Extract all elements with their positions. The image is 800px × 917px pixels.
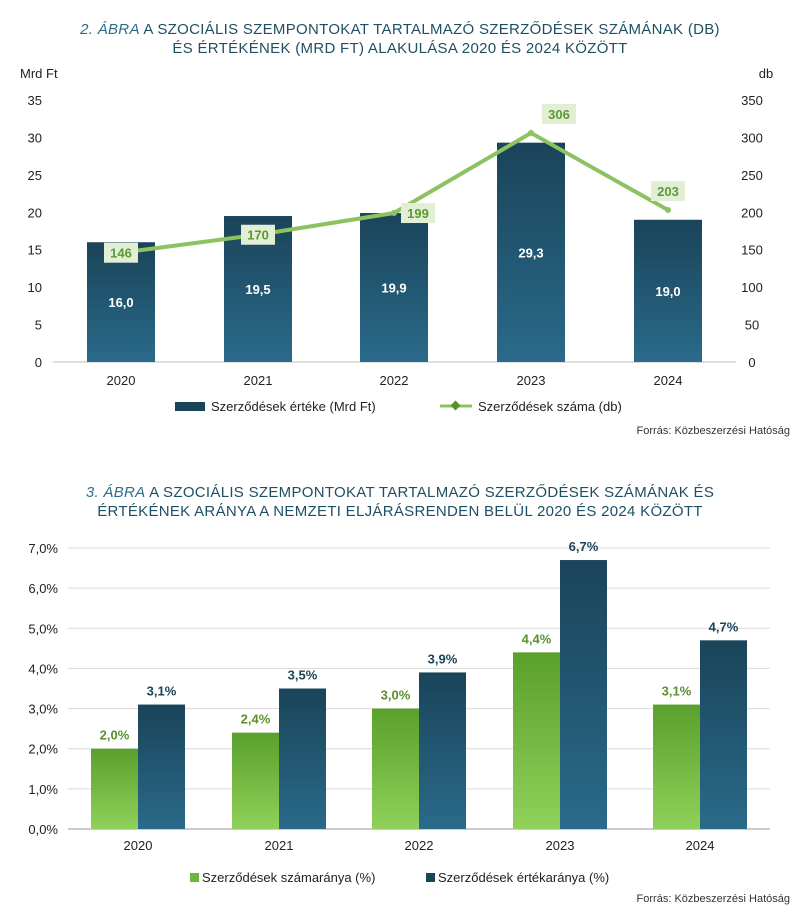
left-axis-unit: Mrd Ft bbox=[20, 66, 58, 81]
right-tick-label: 250 bbox=[741, 168, 763, 183]
legend-bar-swatch bbox=[175, 402, 205, 411]
ratio-value-label: 3,5% bbox=[288, 668, 318, 683]
chart2-source: Forrás: Közbeszerzési Hatóság bbox=[636, 893, 790, 905]
count-point bbox=[391, 210, 397, 217]
y-tick-label: 3,0% bbox=[28, 702, 58, 717]
count-label-bg bbox=[651, 181, 685, 202]
value-bar bbox=[497, 142, 565, 362]
value-bar bbox=[360, 213, 428, 362]
count-label-bg bbox=[401, 203, 435, 224]
legend-green-label: Szerződések számaránya (%) bbox=[202, 870, 375, 885]
x-tick-label: 2020 bbox=[107, 373, 136, 388]
ratio-value-bar bbox=[279, 688, 326, 829]
x-tick-label: 2023 bbox=[546, 838, 575, 853]
count-data-label: 306 bbox=[548, 107, 570, 122]
right-tick-label: 150 bbox=[741, 243, 763, 258]
x-tick-label: 2021 bbox=[244, 373, 273, 388]
ratio-value-bar bbox=[419, 672, 466, 829]
y-tick-label: 5,0% bbox=[28, 621, 58, 636]
right-tick-label: 0 bbox=[748, 355, 755, 370]
left-tick-label: 30 bbox=[28, 130, 42, 145]
x-tick-label: 2021 bbox=[265, 838, 294, 853]
x-tick-label: 2023 bbox=[517, 373, 546, 388]
chart2-title: 3. ÁBRA A SZOCIÁLIS SZEMPONTOKAT TARTALM… bbox=[0, 483, 800, 521]
bar-data-label: 19,9 bbox=[381, 281, 406, 296]
ratio-value-label: 3,1% bbox=[147, 684, 177, 699]
ratio-count-bar bbox=[513, 652, 560, 829]
legend-green-swatch bbox=[190, 873, 199, 882]
count-label-bg bbox=[104, 242, 138, 263]
ratio-count-bar bbox=[91, 748, 138, 829]
left-tick-label: 0 bbox=[35, 355, 42, 370]
x-tick-label: 2020 bbox=[124, 838, 153, 853]
y-tick-label: 1,0% bbox=[28, 782, 58, 797]
left-tick-label: 35 bbox=[28, 93, 42, 108]
count-data-label: 199 bbox=[407, 206, 429, 221]
chart1-title-prefix: 2. ÁBRA bbox=[80, 21, 140, 38]
x-tick-label: 2022 bbox=[380, 373, 409, 388]
legend-blue-label: Szerződések értékaránya (%) bbox=[438, 870, 609, 885]
bar-data-label: 19,0 bbox=[655, 284, 680, 299]
bar-data-label: 19,5 bbox=[245, 282, 270, 297]
count-point bbox=[665, 207, 671, 214]
y-tick-label: 2,0% bbox=[28, 742, 58, 757]
left-tick-label: 25 bbox=[28, 168, 42, 183]
count-label-bg bbox=[542, 103, 576, 124]
chart1-svg: Mrd Ft db05101520253035050100150200250300… bbox=[20, 66, 773, 414]
ratio-count-label: 2,4% bbox=[241, 712, 271, 727]
ratio-count-label: 3,0% bbox=[381, 688, 411, 703]
chart2-title-line2: ÉRTÉKÉNEK ARÁNYA A NEMZETI ELJÁRÁSRENDEN… bbox=[97, 503, 703, 520]
chart2-title-line1: A SZOCIÁLIS SZEMPONTOKAT TARTALMAZÓ SZER… bbox=[145, 484, 715, 501]
ratio-count-bar bbox=[372, 708, 419, 829]
count-data-label: 170 bbox=[247, 228, 269, 243]
bar-data-label: 16,0 bbox=[108, 295, 133, 310]
left-tick-label: 20 bbox=[28, 205, 42, 220]
left-tick-label: 10 bbox=[28, 280, 42, 295]
ratio-value-bar bbox=[700, 640, 747, 829]
count-point bbox=[528, 129, 534, 136]
legend-blue-swatch bbox=[426, 873, 435, 882]
legend-line-label: Szerződések száma (db) bbox=[478, 399, 622, 414]
x-tick-label: 2024 bbox=[654, 373, 683, 388]
y-tick-label: 0,0% bbox=[28, 822, 58, 837]
bar-data-label: 29,3 bbox=[518, 245, 543, 260]
chart1-title-line1: A SZOCIÁLIS SZEMPONTOKAT TARTALMAZÓ SZER… bbox=[139, 21, 720, 38]
left-tick-label: 5 bbox=[35, 318, 42, 333]
right-axis-unit: db bbox=[759, 66, 773, 81]
chart1-title-line2: ÉS ÉRTÉKÉNEK (MRD FT) ALAKULÁSA 2020 ÉS … bbox=[172, 40, 628, 57]
count-label-bg bbox=[241, 224, 275, 245]
y-tick-label: 7,0% bbox=[28, 541, 58, 556]
y-tick-label: 4,0% bbox=[28, 661, 58, 676]
legend-line-marker bbox=[450, 400, 461, 411]
x-tick-label: 2022 bbox=[405, 838, 434, 853]
ratio-value-label: 3,9% bbox=[428, 651, 458, 666]
count-data-label: 203 bbox=[657, 184, 679, 199]
count-data-label: 146 bbox=[110, 246, 132, 261]
ratio-count-label: 3,1% bbox=[662, 684, 692, 699]
ratio-value-bar bbox=[138, 704, 185, 829]
right-tick-label: 350 bbox=[741, 93, 763, 108]
chart1-source: Forrás: Közbeszerzési Hatóság bbox=[636, 425, 790, 437]
ratio-count-label: 2,0% bbox=[100, 728, 130, 743]
ratio-value-label: 6,7% bbox=[569, 539, 599, 554]
right-tick-label: 50 bbox=[745, 318, 759, 333]
ratio-value-bar bbox=[560, 560, 607, 829]
ratio-value-label: 4,7% bbox=[709, 619, 739, 634]
right-tick-label: 200 bbox=[741, 205, 763, 220]
ratio-count-label: 4,4% bbox=[522, 631, 552, 646]
y-tick-label: 6,0% bbox=[28, 581, 58, 596]
right-tick-label: 300 bbox=[741, 130, 763, 145]
left-tick-label: 15 bbox=[28, 243, 42, 258]
x-tick-label: 2024 bbox=[686, 838, 715, 853]
legend-bar-label: Szerződések értéke (Mrd Ft) bbox=[211, 399, 376, 414]
chart1-title: 2. ÁBRA A SZOCIÁLIS SZEMPONTOKAT TARTALM… bbox=[0, 20, 800, 58]
ratio-count-bar bbox=[653, 704, 700, 829]
right-tick-label: 100 bbox=[741, 280, 763, 295]
value-bar bbox=[634, 219, 702, 362]
ratio-count-bar bbox=[232, 732, 279, 829]
chart2-title-prefix: 3. ÁBRA bbox=[85, 484, 146, 501]
